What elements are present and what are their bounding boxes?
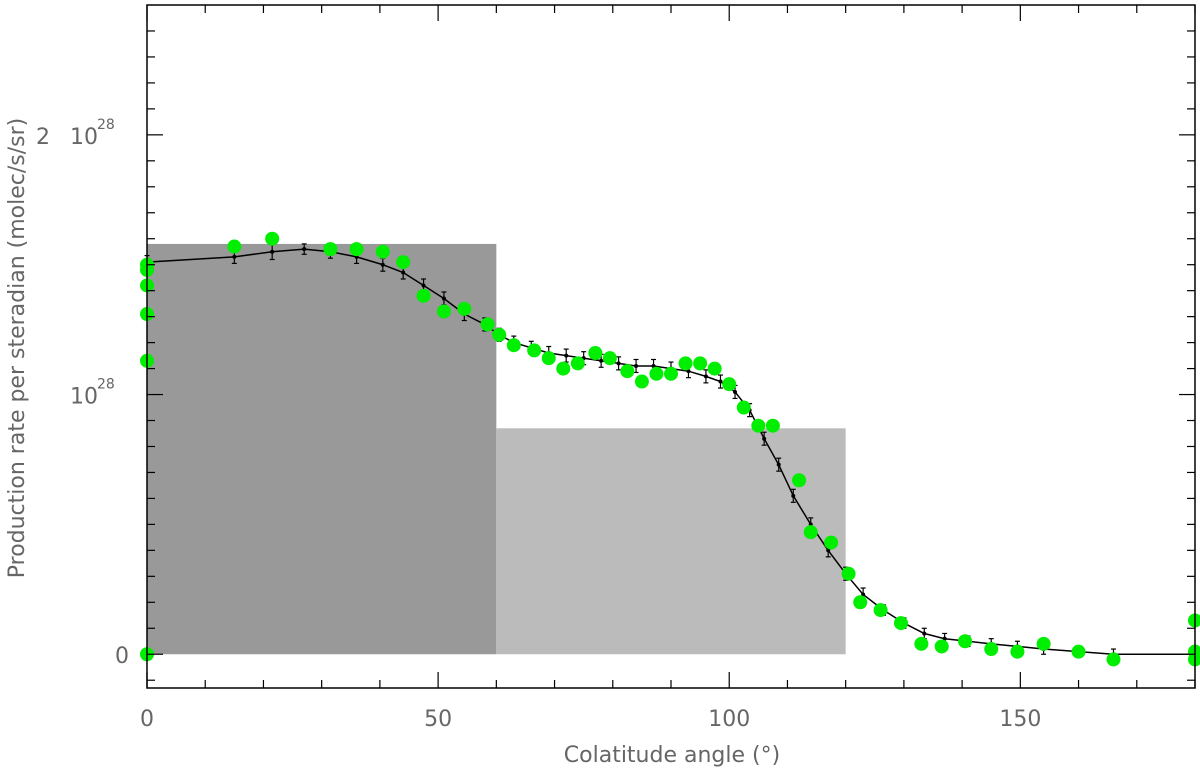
data-point <box>736 400 751 415</box>
data-point <box>265 231 280 246</box>
model-marker <box>401 270 406 275</box>
model-marker <box>441 296 446 301</box>
data-point <box>824 535 839 550</box>
data-point <box>556 361 571 376</box>
data-point <box>792 473 807 488</box>
data-point <box>1106 652 1121 667</box>
data-point <box>958 634 973 649</box>
model-point <box>563 348 569 363</box>
y-tick-label-exponent: 28 <box>97 377 115 393</box>
data-point <box>588 345 603 360</box>
data-point <box>436 304 451 319</box>
model-marker <box>686 369 691 374</box>
model-marker <box>564 353 569 358</box>
data-point <box>765 418 780 433</box>
data-point <box>541 351 556 366</box>
data-point <box>375 244 390 259</box>
data-point <box>853 595 868 610</box>
model-point <box>616 356 622 371</box>
data-point <box>349 242 364 257</box>
model-marker <box>634 363 639 368</box>
model-marker <box>718 379 723 384</box>
data-point <box>620 364 635 379</box>
model-marker <box>380 262 385 267</box>
data-point <box>1188 652 1200 667</box>
data-point <box>693 356 708 371</box>
data-point <box>457 301 472 316</box>
data-point <box>984 642 999 657</box>
model-marker <box>922 631 927 636</box>
y-tick-label-base: 10 <box>70 125 98 150</box>
model-marker <box>651 363 656 368</box>
data-point <box>416 288 431 303</box>
model-marker <box>302 247 307 252</box>
x-axis-label: Colatitude angle (°) <box>564 743 780 768</box>
ticks-layer <box>146 5 1196 688</box>
model-point <box>633 358 639 374</box>
model-marker <box>232 254 237 259</box>
model-marker <box>733 389 738 394</box>
data-point <box>1036 636 1051 651</box>
bars-layer <box>147 243 846 655</box>
y-tick-label-base: 10 <box>70 385 98 410</box>
model-marker <box>616 361 621 366</box>
x-tick-label: 150 <box>999 707 1041 732</box>
data-point <box>841 566 856 581</box>
data-point <box>893 616 908 631</box>
data-point <box>506 338 521 353</box>
model-marker <box>270 249 275 254</box>
data-point <box>634 374 649 389</box>
y-tick-label: 10 28 <box>70 377 115 410</box>
x-tick-label: 100 <box>708 707 750 732</box>
data-point <box>227 239 242 254</box>
data-point <box>492 327 507 342</box>
data-point <box>873 603 888 618</box>
model-marker <box>762 436 767 441</box>
data-point <box>1010 644 1025 659</box>
model-marker <box>703 374 708 379</box>
data-point <box>664 366 678 381</box>
y-tick-label: 2 10 28 <box>36 117 115 150</box>
data-point <box>1188 613 1200 628</box>
y-tick-label-exponent: 28 <box>97 117 115 133</box>
data-point <box>707 361 722 376</box>
model-point <box>301 243 307 255</box>
model-curve <box>146 248 1195 655</box>
model-point <box>717 374 723 389</box>
x-tick-label: 50 <box>424 707 452 732</box>
data-point <box>722 377 737 392</box>
data-point <box>602 351 617 366</box>
model-marker <box>861 592 866 597</box>
data-point <box>649 366 664 381</box>
model-marker <box>776 462 781 467</box>
model-point <box>761 431 767 446</box>
data-point <box>1071 644 1086 659</box>
data-point <box>751 418 766 433</box>
model-marker <box>599 358 604 363</box>
y-axis-label: Production rate per steradian (molec/s/s… <box>5 118 30 579</box>
x-tick-label: 0 <box>140 707 154 732</box>
histogram-bar-1 <box>496 428 846 655</box>
data-point <box>914 636 929 651</box>
y-tick-label-prefix: 2 <box>36 125 50 150</box>
model-point <box>790 488 796 503</box>
model-point <box>703 369 709 384</box>
model-marker <box>421 283 426 288</box>
model-marker <box>942 636 947 641</box>
data-point <box>396 255 411 270</box>
model-point <box>776 457 782 472</box>
data-point <box>480 317 495 332</box>
data-point <box>323 242 338 257</box>
y-tick-label: 0 <box>115 644 129 669</box>
data-point <box>527 343 542 358</box>
model-marker <box>791 493 796 498</box>
data-point <box>570 356 585 371</box>
data-point <box>678 356 693 371</box>
model-marker <box>826 548 831 553</box>
data-point <box>934 639 949 654</box>
data-point <box>803 525 818 540</box>
